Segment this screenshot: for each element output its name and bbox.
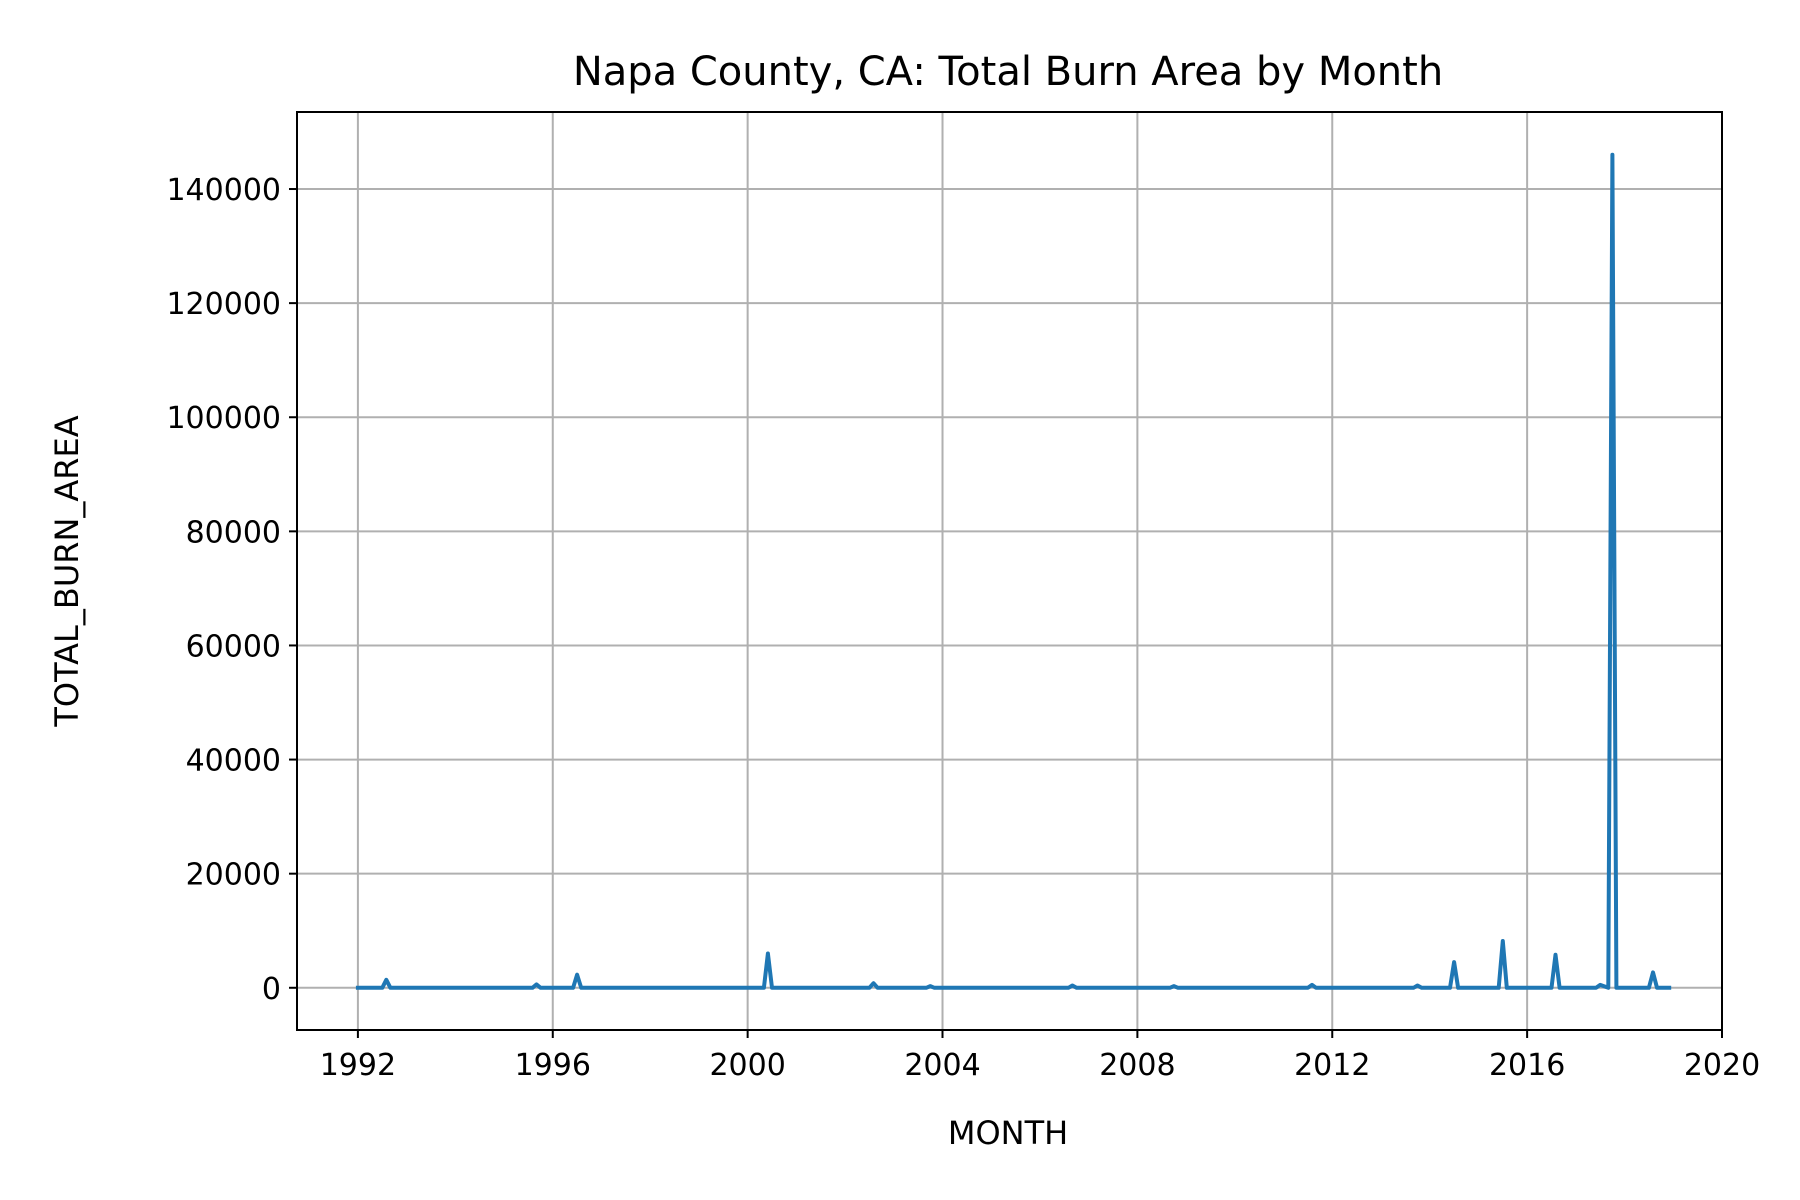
data-point: [1173, 985, 1175, 987]
data-point: [1498, 987, 1500, 989]
data-point: [576, 974, 578, 976]
data-point: [1311, 984, 1313, 986]
data-point: [1652, 971, 1654, 973]
data-point: [1067, 987, 1069, 989]
data-point: [1453, 961, 1455, 963]
data-point: [1315, 987, 1317, 989]
y-tick-label: 60000: [186, 629, 281, 664]
data-point: [1177, 987, 1179, 989]
data-point: [385, 979, 387, 981]
data-point: [767, 953, 769, 954]
data-point: [1555, 954, 1556, 956]
data-point: [1071, 985, 1073, 986]
y-tick-label: 40000: [186, 744, 281, 779]
data-point: [1307, 987, 1309, 989]
x-tick-label: 1996: [515, 1048, 591, 1083]
data-point: [580, 987, 582, 989]
tick-layer: 1992 1996 2000 2004 2008 2012 2016 2020 0 20000 40…: [166, 173, 1760, 1083]
data-point: [877, 987, 879, 989]
data-point: [1506, 987, 1508, 989]
x-tick-label: 2016: [1489, 1048, 1565, 1083]
data-point: [1559, 987, 1561, 989]
data-point: [1421, 987, 1423, 989]
x-axis-label: MONTH: [948, 1114, 1068, 1152]
data-point: [1611, 154, 1613, 156]
data-point: [1076, 987, 1077, 989]
data-point: [572, 987, 574, 989]
data-point: [1595, 987, 1597, 989]
data-point: [532, 987, 533, 989]
chart-title: Napa County, CA: Total Burn Area by Mont…: [573, 49, 1443, 95]
data-point: [933, 987, 935, 989]
data-point: [771, 987, 773, 989]
series-line-layer: [355, 152, 1672, 990]
data-point: [1551, 987, 1552, 989]
y-tick-label: 100000: [166, 401, 281, 436]
x-tick-label: 2012: [1294, 1048, 1370, 1083]
data-point: [1648, 987, 1650, 989]
data-point: [925, 987, 927, 989]
y-tick-label: 0: [262, 972, 281, 1007]
x-tick-label: 2000: [709, 1048, 785, 1083]
y-tick-label: 80000: [186, 515, 281, 550]
data-point: [1656, 987, 1658, 989]
data-point: [1668, 987, 1670, 989]
data-point: [1169, 987, 1171, 989]
data-point: [540, 987, 542, 989]
data-point: [1607, 987, 1609, 989]
data-point: [381, 987, 383, 989]
data-point: [1457, 987, 1459, 989]
y-axis-label: TOTAL_BURN_AREA: [48, 415, 86, 727]
data-point: [1599, 984, 1601, 986]
data-point: [1413, 987, 1414, 989]
data-point: [536, 983, 537, 985]
data-point: [763, 987, 765, 989]
x-tick-label: 2008: [1099, 1048, 1175, 1083]
y-tick-label: 120000: [166, 287, 281, 322]
data-point: [873, 982, 874, 984]
x-tick-label: 2004: [904, 1048, 980, 1083]
data-point: [1417, 985, 1418, 986]
plot-frame: [296, 111, 1723, 1031]
data-point: [1615, 987, 1617, 989]
data-point: [389, 987, 391, 989]
data-point: [357, 987, 359, 989]
x-tick-label: 2020: [1684, 1048, 1760, 1083]
data-point: [868, 987, 870, 989]
data-point: [1449, 987, 1451, 989]
x-tick-label: 1992: [320, 1048, 396, 1083]
y-tick-label: 20000: [186, 858, 281, 893]
data-point: [1502, 940, 1504, 942]
data-point: [929, 985, 931, 987]
y-tick-label: 140000: [166, 173, 281, 208]
